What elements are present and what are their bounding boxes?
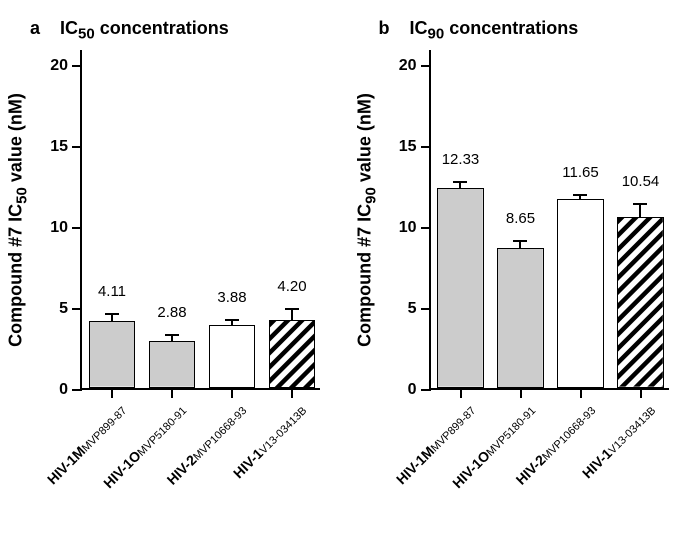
y-tick-label: 0 bbox=[59, 381, 68, 399]
y-tick bbox=[72, 65, 82, 67]
y-tick bbox=[421, 389, 431, 391]
bar-value-label: 4.20 bbox=[277, 278, 306, 295]
panel-title: b IC90 concentrations bbox=[379, 18, 579, 43]
error-bar-cap bbox=[633, 203, 647, 205]
y-tick-label: 10 bbox=[50, 219, 68, 237]
bar-group: 10.54 bbox=[617, 48, 664, 388]
y-tick bbox=[421, 227, 431, 229]
error-bar-stem bbox=[291, 309, 293, 320]
y-axis-label: Compound #7 IC50 value (nM) bbox=[6, 93, 31, 347]
error-bar-cap bbox=[285, 308, 299, 310]
bar-value-label: 2.88 bbox=[157, 304, 186, 321]
bar bbox=[269, 320, 316, 388]
bar-group: 4.11 bbox=[89, 48, 136, 388]
plot-area: 051015204.11HIV-1MMVP899-872.88HIV-1OMVP… bbox=[80, 50, 320, 390]
x-tick-sub: MVP10668-93 bbox=[540, 405, 598, 463]
bar-group: 8.65 bbox=[497, 48, 544, 388]
error-bar-cap bbox=[513, 240, 527, 242]
panel-letter: a bbox=[30, 18, 40, 38]
x-tick-sub: MVP899-87 bbox=[80, 405, 130, 455]
y-tick bbox=[421, 308, 431, 310]
bar bbox=[209, 325, 256, 388]
bar-group: 12.33 bbox=[437, 48, 484, 388]
x-tick bbox=[291, 390, 293, 398]
y-tick bbox=[72, 389, 82, 391]
error-bar-cap bbox=[225, 319, 239, 321]
bar bbox=[617, 217, 664, 388]
bar-fill bbox=[210, 326, 255, 387]
x-tick bbox=[580, 390, 582, 398]
panel-letter: b bbox=[379, 18, 390, 38]
bar bbox=[89, 321, 136, 388]
bar-value-label: 12.33 bbox=[442, 151, 480, 168]
bar bbox=[557, 199, 604, 388]
x-tick-sub: MVP5180-91 bbox=[484, 405, 538, 459]
x-tick-sub: MVP899-87 bbox=[428, 405, 478, 455]
bar-value-label: 3.88 bbox=[217, 289, 246, 306]
error-bar-cap bbox=[105, 313, 119, 315]
y-tick bbox=[72, 227, 82, 229]
bar-fill bbox=[438, 189, 483, 387]
error-bar-cap bbox=[165, 334, 179, 336]
bar-group: 4.20 bbox=[269, 48, 316, 388]
error-bar-stem bbox=[111, 314, 113, 321]
bar-fill bbox=[90, 322, 135, 387]
bar-value-label: 8.65 bbox=[506, 210, 535, 227]
y-tick-label: 5 bbox=[408, 300, 417, 318]
y-tick-label: 5 bbox=[59, 300, 68, 318]
y-tick bbox=[421, 146, 431, 148]
x-tick-main: HIV-1O bbox=[100, 447, 144, 491]
bar-group: 3.88 bbox=[209, 48, 256, 388]
bar bbox=[149, 341, 196, 388]
y-tick-label: 0 bbox=[408, 381, 417, 399]
bar-value-label: 10.54 bbox=[622, 173, 660, 190]
y-tick-label: 10 bbox=[399, 219, 417, 237]
y-tick bbox=[72, 308, 82, 310]
bar bbox=[497, 248, 544, 388]
x-tick-sub: V13-03413B bbox=[258, 405, 310, 457]
panel-title: a IC50 concentrations bbox=[30, 18, 229, 43]
bar-fill bbox=[618, 218, 663, 387]
x-tick-sub: MVP10668-93 bbox=[191, 405, 249, 463]
error-bar-stem bbox=[519, 241, 521, 248]
x-tick-sub: MVP5180-91 bbox=[135, 405, 189, 459]
bar-value-label: 11.65 bbox=[562, 164, 598, 181]
y-tick bbox=[421, 65, 431, 67]
bar-group: 11.65 bbox=[557, 48, 604, 388]
bar-fill bbox=[270, 321, 315, 387]
x-tick bbox=[231, 390, 233, 398]
y-tick-label: 20 bbox=[50, 57, 68, 75]
x-tick-main: HIV-1M bbox=[44, 443, 88, 487]
plot-area: 0510152012.33HIV-1MMVP899-878.65HIV-1OMV… bbox=[429, 50, 669, 390]
error-bar-cap bbox=[453, 181, 467, 183]
x-tick bbox=[640, 390, 642, 398]
y-tick bbox=[72, 146, 82, 148]
x-tick bbox=[111, 390, 113, 398]
y-axis-label: Compound #7 IC90 value (nM) bbox=[354, 93, 379, 347]
x-tick bbox=[460, 390, 462, 398]
y-tick-label: 15 bbox=[399, 138, 417, 156]
bar-fill bbox=[558, 200, 603, 387]
bar bbox=[437, 188, 484, 388]
x-tick-sub: V13-03413B bbox=[606, 405, 658, 457]
y-tick-label: 20 bbox=[399, 57, 417, 75]
error-bar-stem bbox=[639, 204, 641, 218]
y-tick-label: 15 bbox=[50, 138, 68, 156]
bar-fill bbox=[498, 249, 543, 387]
panel-a: a IC50 concentrations Compound #7 IC50 va… bbox=[0, 10, 349, 559]
bar-value-label: 4.11 bbox=[98, 283, 126, 300]
x-tick-main: HIV-1O bbox=[449, 447, 493, 491]
x-tick-main: HIV-1M bbox=[392, 443, 436, 487]
panel-b: b IC90 concentrations Compound #7 IC90 va… bbox=[349, 10, 697, 559]
x-tick bbox=[171, 390, 173, 398]
x-tick bbox=[520, 390, 522, 398]
error-bar-cap bbox=[573, 194, 587, 196]
bar-group: 2.88 bbox=[149, 48, 196, 388]
figure-root: a IC50 concentrations Compound #7 IC50 va… bbox=[0, 0, 697, 559]
bar-fill bbox=[150, 342, 195, 387]
